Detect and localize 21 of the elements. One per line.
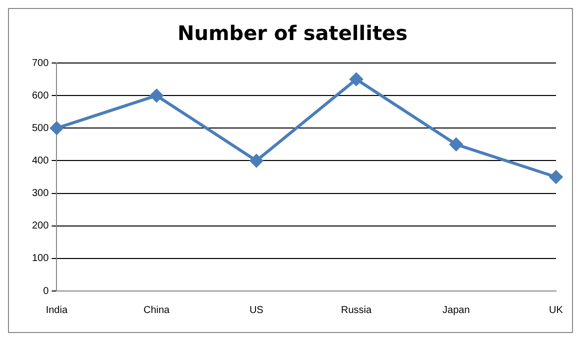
point xyxy=(250,154,263,168)
chart-title: Number of satellites xyxy=(177,21,408,46)
y-tick-label: 0 xyxy=(43,286,50,297)
x-tick-label: India xyxy=(46,304,68,316)
point xyxy=(150,89,164,102)
x-tick-label: Russia xyxy=(340,304,372,316)
x-tick-label: Japan xyxy=(442,304,470,316)
y-tick-label: 400 xyxy=(32,155,50,166)
y-tick-label: 600 xyxy=(32,90,50,102)
y-tick-label: 500 xyxy=(32,122,50,134)
point xyxy=(50,122,64,135)
x-tick-label: UK xyxy=(549,304,564,316)
y-tick-label: 300 xyxy=(32,188,50,200)
point xyxy=(450,138,463,151)
point xyxy=(350,72,363,86)
point xyxy=(550,170,562,184)
y-tick-label: 200 xyxy=(32,220,50,232)
x-tick-label: China xyxy=(143,304,170,316)
y-tick-label: 700 xyxy=(32,58,50,69)
y-tick-label: 100 xyxy=(32,253,50,264)
x-tick-label: US xyxy=(249,304,264,316)
